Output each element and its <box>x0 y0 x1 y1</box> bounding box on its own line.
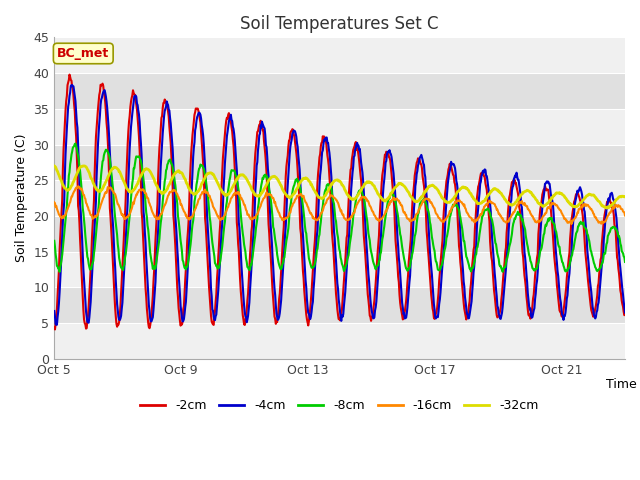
Bar <box>54 288 625 323</box>
Text: BC_met: BC_met <box>57 47 109 60</box>
Bar <box>54 180 625 216</box>
Title: Soil Temperatures Set C: Soil Temperatures Set C <box>241 15 439 33</box>
X-axis label: Time: Time <box>605 378 636 391</box>
Bar <box>54 109 625 144</box>
Y-axis label: Soil Temperature (C): Soil Temperature (C) <box>15 134 28 263</box>
Legend: -2cm, -4cm, -8cm, -16cm, -32cm: -2cm, -4cm, -8cm, -16cm, -32cm <box>136 394 544 417</box>
Bar <box>54 252 625 288</box>
Bar <box>54 216 625 252</box>
Bar <box>54 37 625 73</box>
Bar <box>54 73 625 109</box>
Bar <box>54 323 625 359</box>
Bar <box>54 144 625 180</box>
